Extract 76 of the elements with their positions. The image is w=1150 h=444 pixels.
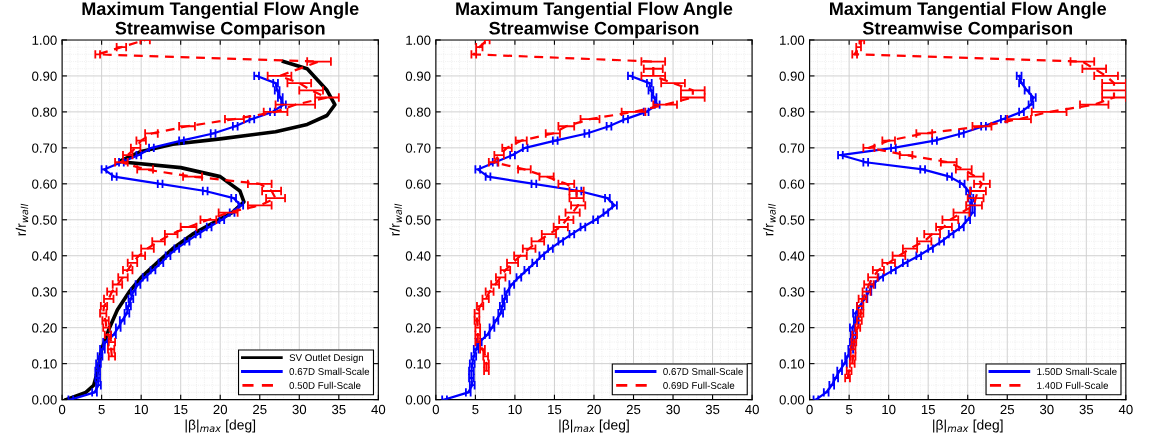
y-tick-label: 1.00 [32, 35, 57, 45]
x-tick-label: 35 [705, 404, 720, 415]
x-tick-label: 20 [587, 404, 601, 415]
x-tick-label: 0 [432, 404, 439, 415]
x-tick-label: 15 [921, 404, 935, 415]
y-tick-label: 0.30 [32, 287, 57, 297]
legend-label: 0.67D Small-Scale [289, 367, 370, 375]
x-tick-label: 40 [745, 404, 759, 415]
x-tick-label: 25 [253, 404, 267, 415]
y-tick-label: 0.90 [779, 71, 805, 81]
x-tick-label: 30 [666, 404, 680, 415]
x-tick-label: 25 [626, 404, 641, 415]
x-tick-label: 5 [845, 404, 853, 415]
chart-title: Maximum Tangential Flow Angle Streamwise Comparison [82, 1, 359, 39]
y-tick-label: 0.00 [779, 395, 805, 405]
y-tick-label: 0.20 [405, 323, 431, 333]
legend-label: SV Outlet Design [289, 353, 364, 363]
y-tick-label: 0.50 [405, 215, 431, 225]
legend-label: 0.67D Small-Scale [663, 367, 743, 375]
y-tick-label: 0.10 [779, 359, 805, 369]
y-tick-label: 0.40 [405, 251, 431, 261]
y-tick-label: 0.20 [779, 323, 805, 333]
x-tick-label: 0 [58, 404, 66, 415]
y-tick-label: 0.40 [779, 251, 805, 261]
y-tick-label: 0.60 [779, 179, 805, 189]
x-tick-label: 10 [134, 404, 148, 415]
legend-label: 1.40D Full-Scale [1037, 381, 1109, 389]
x-tick-label: 40 [371, 404, 386, 415]
y-tick-label: 0.60 [405, 179, 431, 189]
x-tick-label: 0 [806, 404, 813, 415]
y-axis-title: r/r$_{wall}$ [15, 203, 29, 236]
x-tick-label: 15 [548, 404, 562, 415]
y-tick-label: 0.80 [32, 107, 57, 117]
x-axis-title: |β|$_{max}$ [deg] [559, 419, 629, 433]
x-tick-label: 35 [1079, 404, 1094, 415]
legend-label: 1.50D Small-Scale [1037, 367, 1117, 375]
y-tick-label: 0.30 [405, 287, 431, 297]
y-tick-label: 0.90 [405, 71, 431, 81]
y-tick-label: 0.20 [32, 323, 57, 333]
x-tick-label: 40 [1118, 404, 1133, 415]
chart-title: Maximum Tangential Flow Angle Streamwise Comparison [830, 1, 1107, 39]
x-tick-label: 5 [472, 404, 479, 415]
x-tick-label: 30 [1039, 404, 1054, 415]
x-tick-label: 30 [292, 404, 307, 415]
y-tick-label: 0.40 [32, 251, 57, 261]
y-tick-label: 0.70 [32, 143, 57, 153]
y-tick-label: 0.50 [779, 215, 805, 225]
legend-label: 0.69D Full-Scale [663, 381, 735, 389]
y-tick-label: 0.80 [779, 107, 805, 117]
chart-title: Maximum Tangential Flow Angle Streamwise Comparison [456, 1, 733, 39]
x-tick-label: 20 [961, 404, 975, 415]
x-tick-label: 35 [331, 404, 346, 415]
y-tick-label: 1.00 [406, 35, 431, 45]
y-tick-label: 0.80 [405, 107, 431, 117]
x-tick-label: 10 [882, 404, 896, 415]
y-tick-label: 0.50 [32, 215, 57, 225]
y-tick-label: 0.10 [405, 359, 431, 369]
y-tick-label: 0.00 [32, 395, 57, 405]
x-axis-title: |β|$_{max}$ [deg] [185, 419, 256, 433]
y-tick-label: 0.70 [405, 143, 431, 153]
x-tick-label: 25 [1000, 404, 1015, 415]
x-tick-label: 15 [174, 404, 188, 415]
x-axis-title: |β|$_{max}$ [deg] [933, 419, 1003, 433]
y-tick-label: 0.90 [32, 71, 57, 81]
legend-label: 0.50D Full-Scale [289, 381, 361, 389]
x-tick-label: 20 [213, 404, 228, 415]
y-tick-label: 0.30 [779, 287, 805, 297]
y-tick-label: 0.00 [405, 395, 431, 405]
y-axis-title: r/r$_{wall}$ [763, 203, 776, 236]
x-tick-label: 5 [98, 404, 105, 415]
y-tick-label: 1.00 [780, 35, 805, 45]
x-tick-label: 10 [508, 404, 522, 415]
y-tick-label: 0.60 [32, 179, 57, 189]
y-tick-label: 0.70 [779, 143, 805, 153]
y-tick-label: 0.10 [32, 359, 57, 369]
y-axis-title: r/r$_{wall}$ [389, 203, 402, 236]
